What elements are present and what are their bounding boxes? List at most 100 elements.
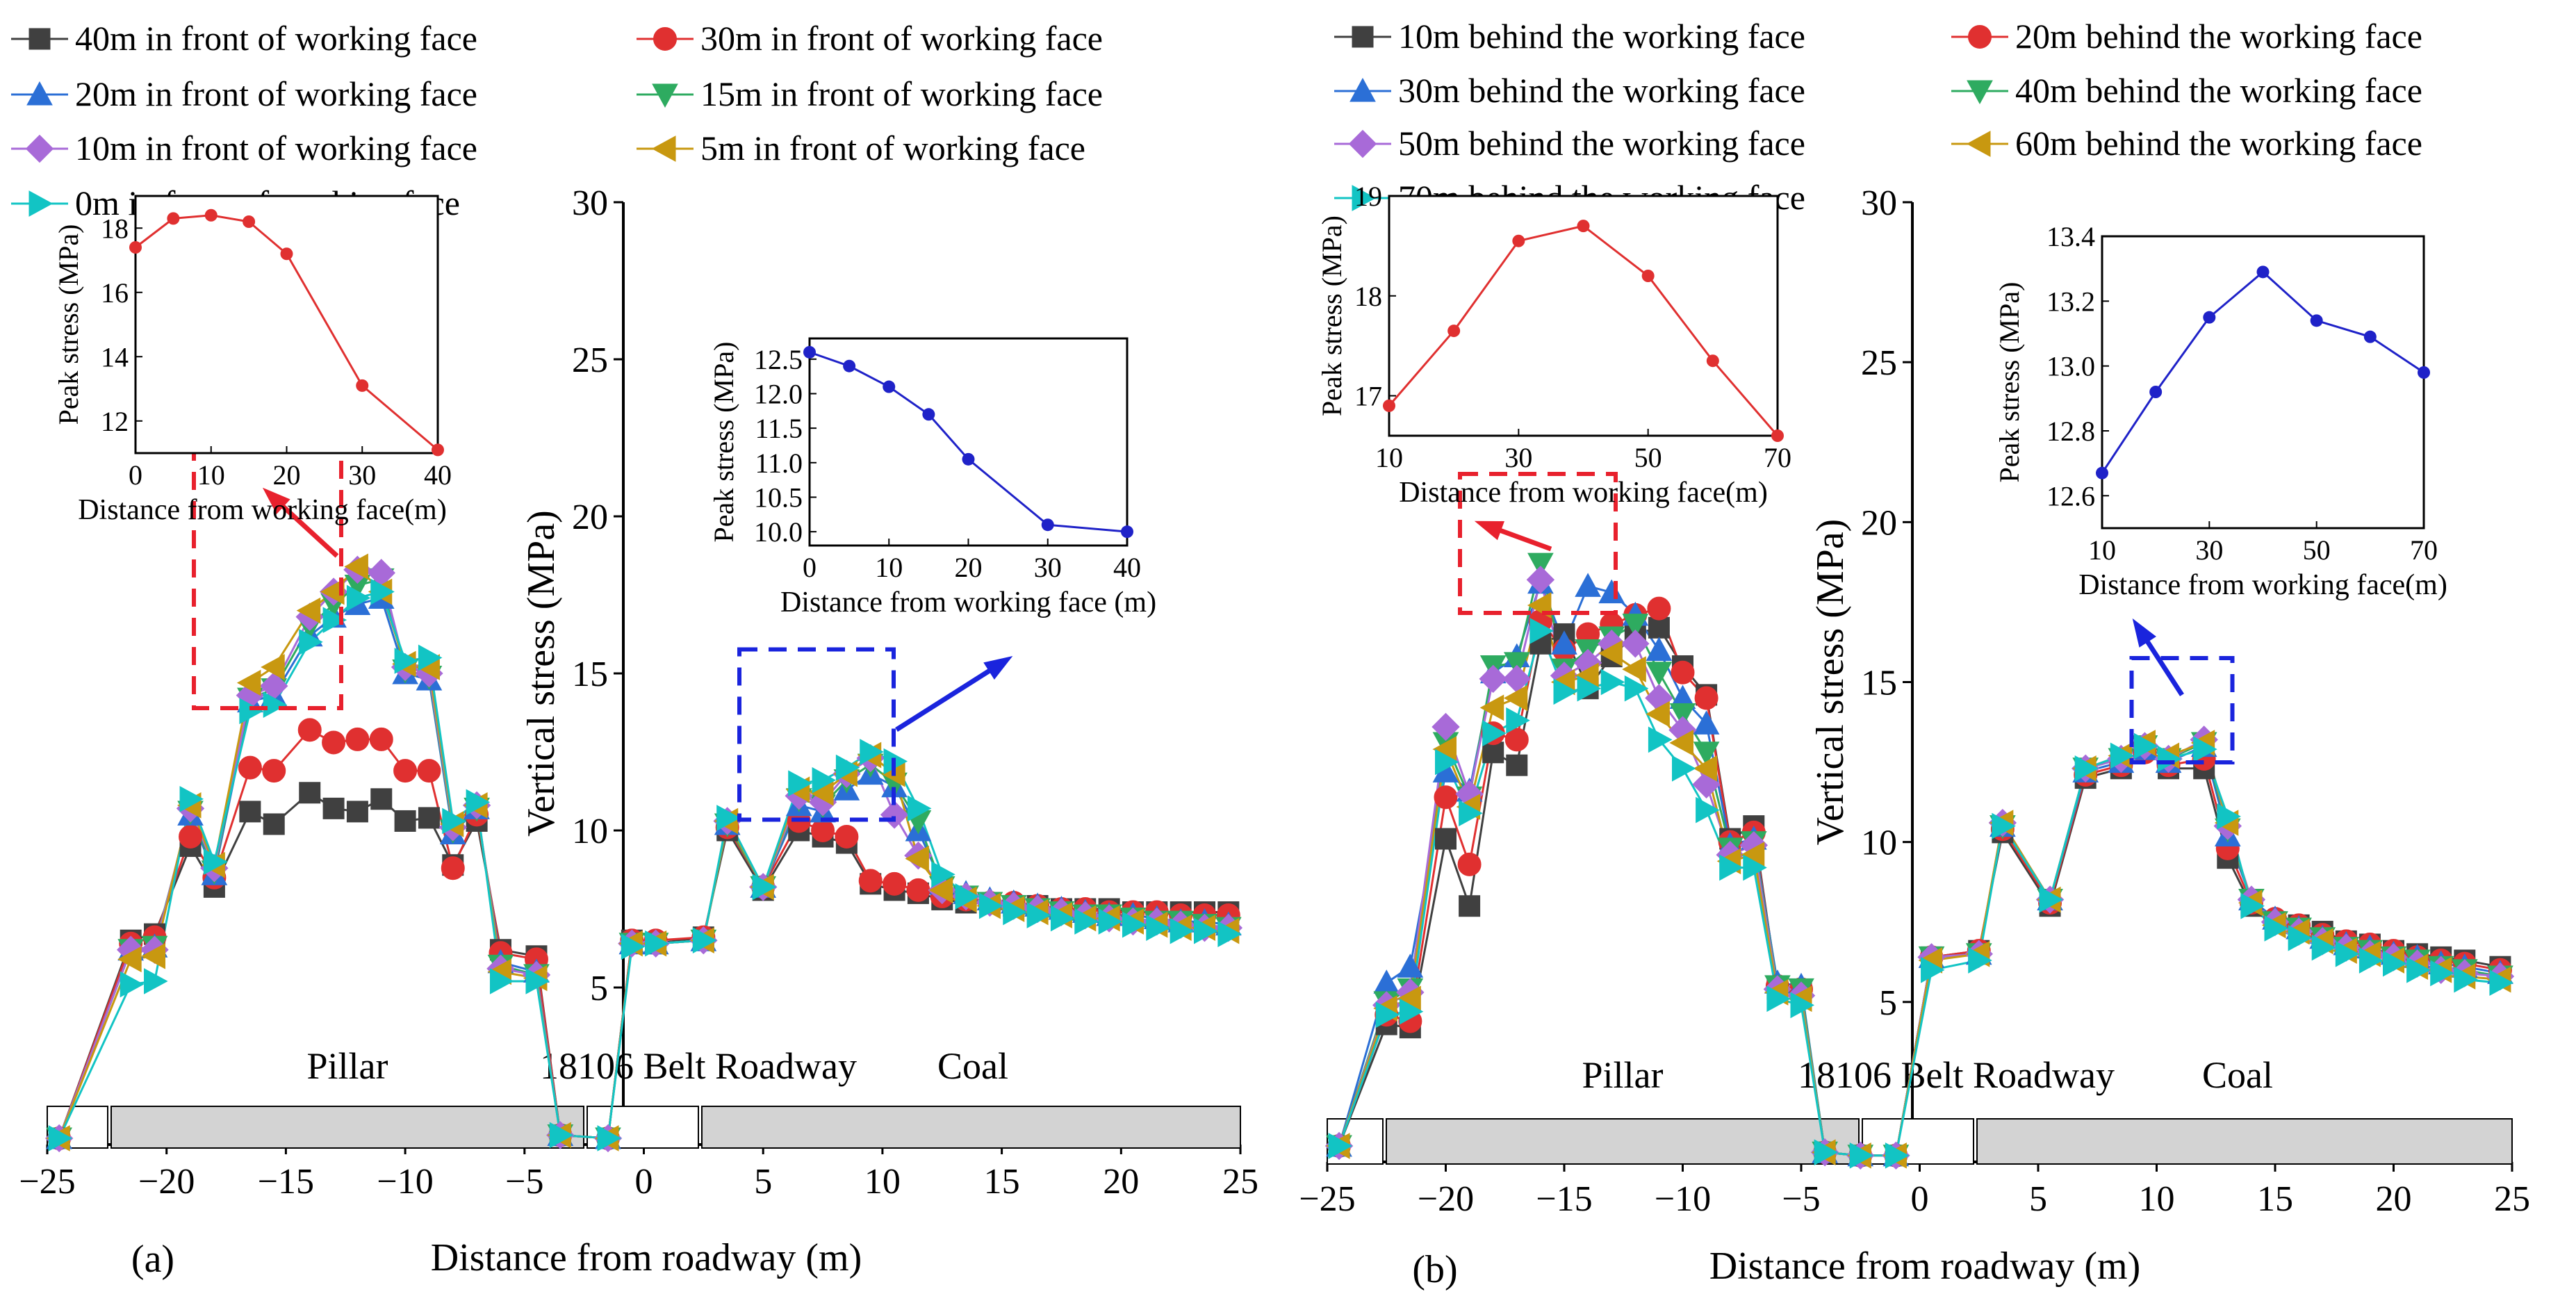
- data-point: [1646, 662, 1673, 686]
- data-point: [262, 759, 286, 783]
- legend-label: 15m in front of working face: [700, 74, 1103, 113]
- data-point: [860, 739, 884, 765]
- data-point: [1397, 953, 1424, 978]
- data-point: [441, 856, 465, 880]
- inset-data-point: [432, 443, 444, 457]
- inset-y-tick-label: 12.8: [2046, 416, 2095, 447]
- data-point: [263, 813, 285, 835]
- data-point: [2430, 960, 2454, 987]
- x-tick-label: −25: [19, 1162, 75, 1202]
- inset-x-tick-label: 20: [273, 459, 301, 491]
- inset-x-tick-label: 70: [2410, 534, 2438, 566]
- y-tick-label: 20: [572, 498, 608, 537]
- data-point: [1849, 1142, 1874, 1169]
- inset-data-point: [843, 359, 856, 372]
- legend-label: 50m behind the working face: [1398, 124, 1805, 163]
- pointer-arrowhead: [983, 655, 1013, 680]
- data-point: [906, 878, 930, 902]
- data-point: [1506, 754, 1528, 776]
- legend-item: 40m behind the working face: [1951, 71, 2422, 110]
- data-point: [1529, 618, 1554, 644]
- strata-block: [1976, 1118, 2513, 1165]
- data-point: [1622, 614, 1649, 638]
- legend-label: 20m behind the working face: [2015, 17, 2422, 56]
- inset-y-label: Peak stress (MPa): [53, 224, 84, 425]
- highlight-box: [737, 647, 896, 822]
- data-point: [296, 597, 321, 624]
- strata-block: [1386, 1118, 1860, 1165]
- data-point: [322, 607, 347, 634]
- data-point: [525, 968, 550, 994]
- data-point: [141, 942, 166, 969]
- data-point: [1790, 992, 1815, 1019]
- x-axis-label: Distance from roadway (m): [431, 1236, 862, 1279]
- region-label: 18106 Belt Roadway: [1798, 1054, 2115, 1096]
- legend-label: 30m in front of working face: [700, 19, 1103, 58]
- data-point: [1122, 911, 1147, 938]
- legend-item: 60m behind the working face: [1951, 124, 2422, 163]
- y-tick-label: 5: [590, 969, 608, 1008]
- strata-block: [110, 1106, 584, 1149]
- panel-b: −25 −20 −15 −10 −5 0 5 10 15 20 25 5 10 15 20 25 30 Verti…: [1299, 17, 2530, 1291]
- data-point: [1459, 895, 1481, 917]
- inset-chart: 10 30 50 70 17 18 19 Distance from working face…: [1316, 181, 1791, 615]
- data-point: [1170, 917, 1195, 944]
- data-point: [1479, 664, 1507, 694]
- x-tick-label: 25: [1222, 1162, 1258, 1202]
- data-point: [370, 788, 393, 810]
- inset-data-point: [1447, 325, 1461, 338]
- legend-marker: [25, 134, 54, 163]
- data-point: [1503, 685, 1528, 712]
- panel-label: (b): [1412, 1248, 1457, 1291]
- inset-data-point: [1771, 429, 1784, 442]
- inset-x-tick-label: 10: [2088, 534, 2116, 566]
- x-tick-label: 15: [984, 1162, 1020, 1202]
- region-label: Coal: [937, 1045, 1008, 1087]
- x-tick-label: −10: [377, 1162, 433, 1202]
- inset-x-label: Distance from working face(m): [2078, 569, 2447, 601]
- x-tick-label: 15: [2257, 1179, 2293, 1219]
- inset-chart: 0 10 20 30 40 12 14 16 18 Distance from working f…: [53, 195, 452, 710]
- legend-label: 40m in front of working face: [75, 19, 477, 58]
- data-point: [2133, 732, 2158, 760]
- inset-frame: [2101, 235, 2425, 530]
- data-point: [299, 628, 323, 655]
- legend-label: 20m in front of working face: [75, 74, 477, 113]
- data-point: [1696, 796, 1720, 823]
- data-point: [2110, 742, 2135, 769]
- data-point: [1694, 686, 1718, 710]
- inset-y-tick-label: 10.0: [754, 516, 803, 548]
- data-point: [1621, 630, 1650, 658]
- data-point: [2158, 746, 2182, 772]
- data-point: [346, 584, 371, 612]
- data-point: [1504, 728, 1529, 752]
- data-point: [1074, 908, 1099, 935]
- x-tick-label: −5: [1782, 1179, 1820, 1219]
- inset-y-tick-label: 12.5: [754, 344, 803, 375]
- inset-x-tick-label: 0: [129, 459, 142, 491]
- data-point: [2074, 755, 2099, 782]
- inset-data-point: [129, 241, 142, 254]
- data-point: [1577, 675, 1602, 702]
- pointer-arrowhead: [262, 487, 290, 514]
- data-point: [239, 698, 263, 725]
- inset-y-tick-label: 11.5: [755, 413, 803, 444]
- legend-item: 10m behind the working face: [1334, 17, 1805, 56]
- x-tick-label: 10: [2139, 1179, 2175, 1219]
- data-point: [858, 869, 883, 893]
- data-point: [117, 946, 142, 973]
- inset-y-tick-label: 18: [1354, 281, 1382, 312]
- data-point: [1193, 917, 1218, 944]
- region-label: Pillar: [307, 1045, 388, 1087]
- data-point: [905, 845, 929, 872]
- legend-marker: [652, 83, 678, 108]
- data-point: [1435, 828, 1457, 850]
- inset-x-tick-label: 40: [424, 459, 452, 491]
- inset-x-tick-label: 30: [1504, 442, 1532, 473]
- data-point: [2358, 947, 2384, 974]
- data-point: [1814, 1139, 1839, 1166]
- inset-data-point: [1577, 220, 1590, 233]
- data-point: [1434, 785, 1458, 810]
- data-point: [1671, 660, 1695, 685]
- data-point: [1968, 947, 1992, 974]
